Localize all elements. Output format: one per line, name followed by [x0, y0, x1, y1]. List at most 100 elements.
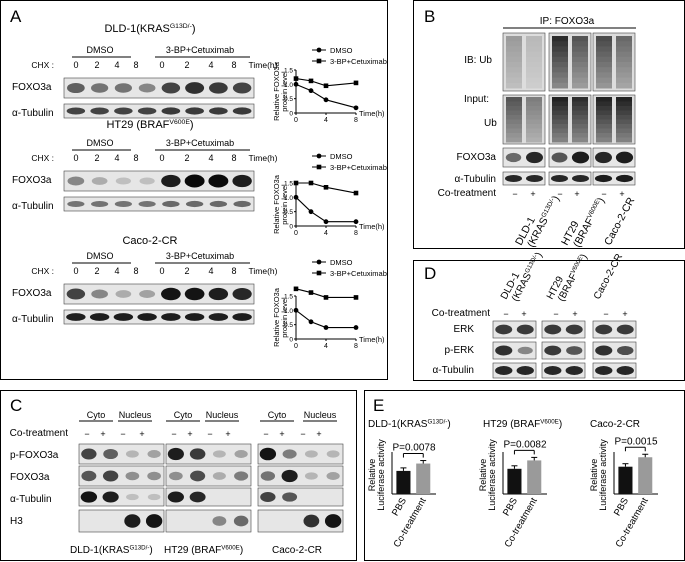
blot-band	[184, 313, 205, 321]
ub-smear-slice	[596, 137, 612, 143]
blot-band	[67, 82, 85, 94]
x-tick-label: 8	[354, 230, 358, 237]
panel-d-letter: D	[424, 264, 436, 283]
timepoint-label: 8	[133, 266, 138, 276]
ub-smear-slice	[552, 106, 568, 111]
blot-band	[66, 313, 86, 321]
blot-band	[115, 177, 131, 185]
treatment-sign: +	[316, 429, 321, 439]
group-label-treatment: 3-BP+Cetuximab	[166, 251, 234, 261]
ub-smear-slice	[526, 62, 542, 68]
ub-smear-slice	[552, 62, 568, 68]
blot-label: p-FOXO3a	[10, 450, 59, 461]
ub-smear-slice	[506, 46, 522, 53]
data-point-circle	[293, 307, 299, 313]
ub-smear-slice	[596, 36, 612, 42]
ub-smear-slice	[572, 82, 588, 89]
ub-smear-slice	[572, 46, 588, 53]
blot-band	[324, 514, 342, 528]
ub-smear-slice	[572, 72, 588, 79]
blot-tubulin	[541, 362, 586, 379]
blot-band	[185, 82, 205, 94]
timepoint-label: 8	[231, 153, 236, 163]
ub-smear-slice	[616, 115, 632, 120]
ub-smear-slice	[526, 36, 542, 42]
data-point-circle	[308, 88, 314, 94]
blot-band	[66, 107, 86, 115]
blot-band	[125, 471, 140, 481]
blot-band	[113, 313, 134, 321]
blot-foxo3a	[548, 147, 592, 168]
legend-marker	[316, 153, 322, 159]
group-label-treatment: 3-BP+Cetuximab	[166, 138, 234, 148]
timepoint-label: 8	[133, 60, 138, 70]
ub-smear-slice	[572, 119, 588, 125]
blot-band	[232, 82, 252, 94]
blot-tubulin	[492, 362, 537, 379]
data-point-circle	[293, 81, 299, 87]
ub-smear-slice	[506, 133, 522, 138]
blot-membrane	[78, 443, 165, 465]
group-label-dmso: DMSO	[87, 251, 114, 261]
ub-smear-slice	[596, 133, 612, 138]
ub-smear-slice	[616, 77, 632, 84]
blot-band	[526, 151, 543, 164]
blot-band	[595, 366, 613, 375]
data-point-circle	[323, 325, 329, 330]
ub-smear-slice	[526, 101, 542, 107]
blot-band	[145, 514, 163, 528]
ub-input-blot	[548, 94, 592, 145]
blot-tubulin	[63, 103, 255, 119]
data-point-square	[323, 295, 329, 300]
blot-band	[617, 345, 634, 356]
legend-marker	[316, 270, 322, 276]
timepoint-label: 4	[208, 60, 213, 70]
ub-smear-slice	[616, 36, 632, 42]
cell-line-label: HT29 (BRAFV600E)	[164, 545, 243, 557]
blot-band	[138, 201, 156, 207]
timepoint-label: 2	[94, 153, 99, 163]
legend-marker	[316, 164, 322, 170]
co-treatment-label: Co-treatment	[10, 428, 69, 439]
cell-line-label: Caco-2-CR	[602, 195, 637, 247]
blot-label-tubulin: α-Tubulin	[432, 365, 474, 376]
ub-smear-slice	[596, 51, 612, 58]
treatment-sign: +	[100, 429, 105, 439]
ub-smear-slice	[572, 115, 588, 120]
co-treatment-label: Co-treatment	[432, 308, 491, 319]
blot-band	[167, 447, 184, 461]
ub-smear-slice	[526, 56, 542, 63]
ub-smear-slice	[552, 82, 568, 89]
blot-band	[282, 449, 297, 459]
blot-h3	[78, 509, 165, 533]
blot-membrane	[165, 443, 252, 465]
blot-foxo3a	[63, 170, 255, 192]
ub-smear-slice	[572, 36, 588, 42]
treatment-sign: −	[263, 429, 268, 439]
series-line	[295, 78, 357, 87]
blot-band	[137, 107, 157, 115]
blot-perk	[541, 341, 586, 360]
blot-foxo3a	[63, 283, 255, 305]
blot-band	[115, 290, 132, 298]
blot-band	[281, 469, 298, 483]
panel-d-frame	[413, 260, 685, 381]
blot-pfoxo3a	[257, 443, 344, 465]
blot-band	[185, 107, 204, 115]
ub-smear-slice	[506, 119, 522, 125]
ub-smear-slice	[616, 137, 632, 143]
blot-band	[137, 313, 157, 321]
ub-smear-slice	[526, 115, 542, 120]
blot-band	[303, 514, 320, 528]
blot-band	[90, 107, 109, 115]
y-axis-label: Relative	[367, 459, 377, 492]
blot-tubulin	[63, 196, 255, 212]
timepoint-label: 2	[94, 266, 99, 276]
y-axis-label: protein level	[280, 184, 289, 225]
x-axis-label: Time(h)	[359, 335, 385, 344]
treatment-sign: −	[207, 429, 212, 439]
treatment-sign: −	[84, 429, 89, 439]
timepoint-label: 4	[114, 153, 119, 163]
